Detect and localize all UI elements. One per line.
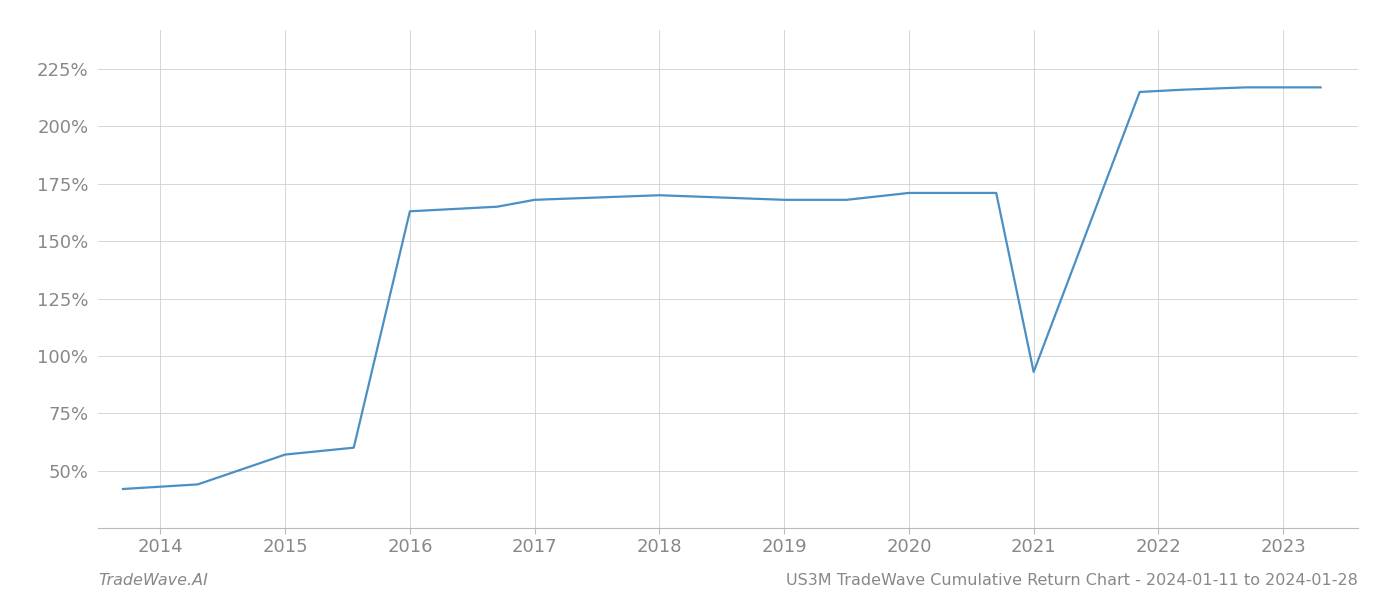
Text: TradeWave.AI: TradeWave.AI [98, 573, 207, 588]
Text: US3M TradeWave Cumulative Return Chart - 2024-01-11 to 2024-01-28: US3M TradeWave Cumulative Return Chart -… [787, 573, 1358, 588]
